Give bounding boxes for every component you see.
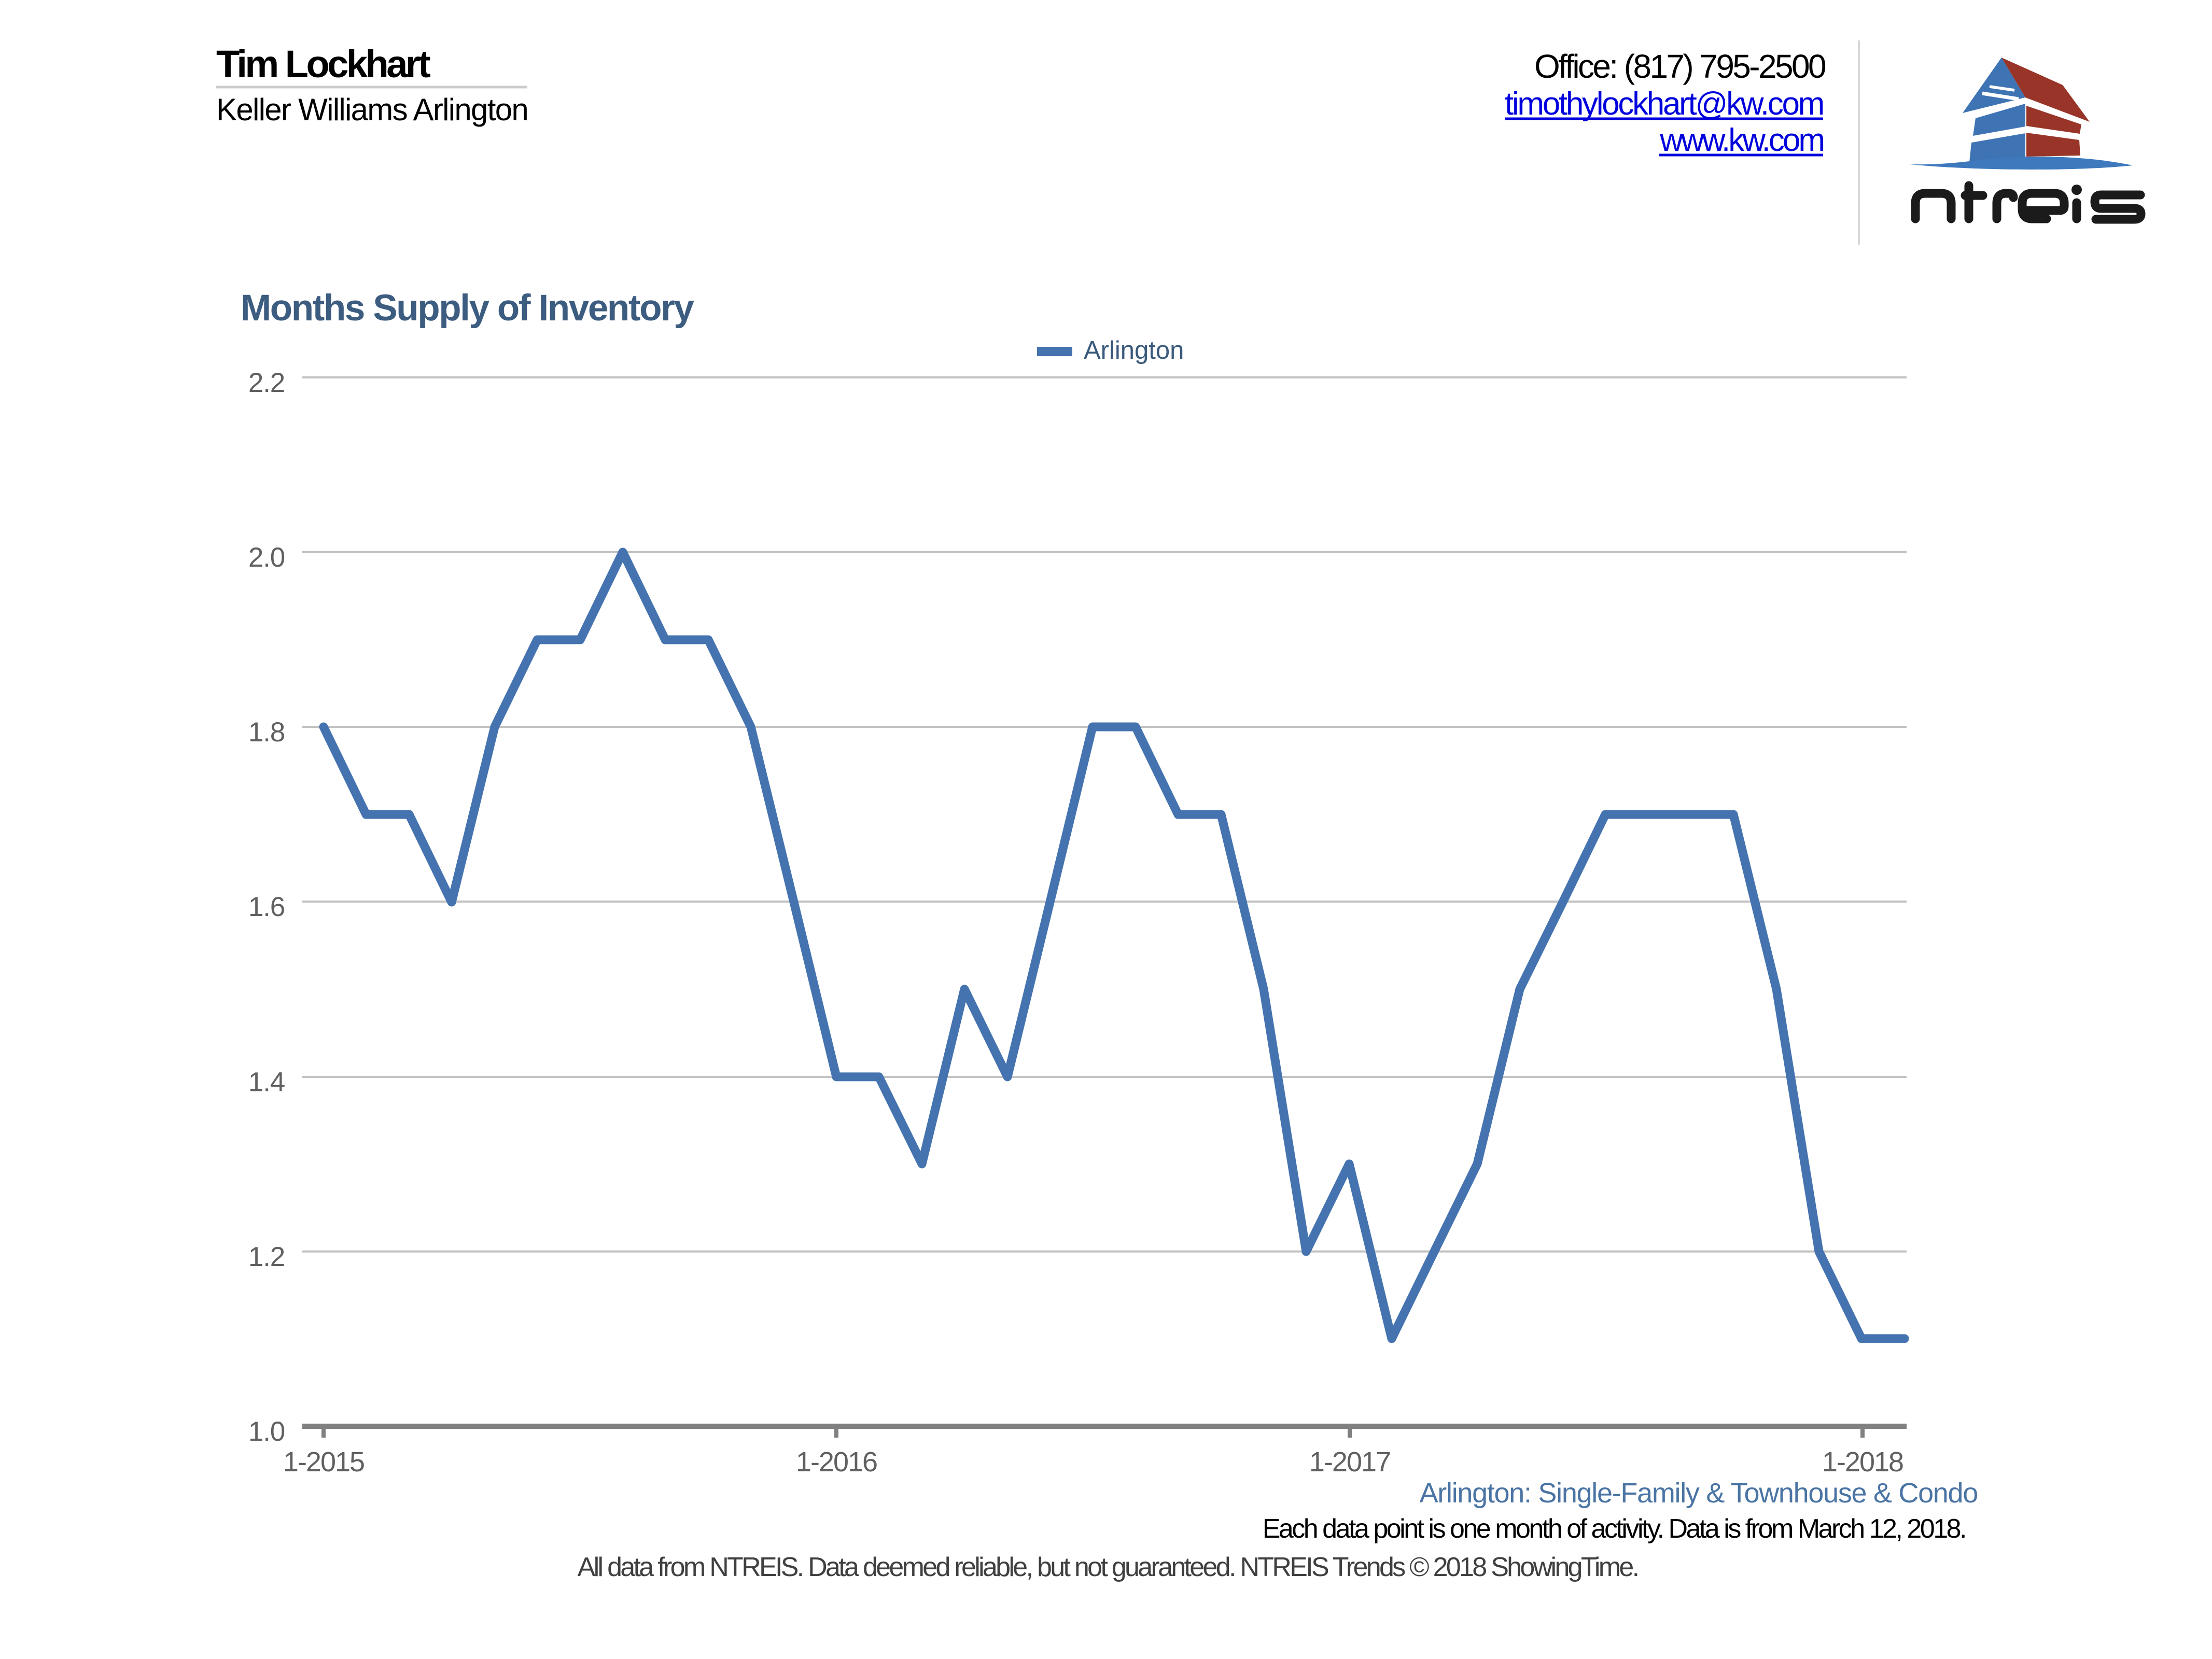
- svg-text:All data from NTREIS. Data dee: All data from NTREIS. Data deemed reliab…: [578, 1552, 1638, 1582]
- svg-text:2.2: 2.2: [248, 368, 285, 398]
- svg-text:www.kw.com: www.kw.com: [1659, 122, 1823, 158]
- svg-text:Arlington: Arlington: [1084, 336, 1184, 364]
- svg-text:Arlington: Single-Family & Tow: Arlington: Single-Family & Townhouse & C…: [1420, 1478, 1978, 1509]
- svg-text:2.0: 2.0: [248, 542, 285, 573]
- svg-text:1.0: 1.0: [248, 1416, 285, 1447]
- svg-text:timothylockhart@kw.com: timothylockhart@kw.com: [1505, 86, 1823, 122]
- svg-text:Each data point is one month o: Each data point is one month of activity…: [1263, 1514, 1965, 1544]
- svg-text:1.2: 1.2: [248, 1242, 285, 1272]
- svg-text:1.6: 1.6: [248, 892, 285, 922]
- svg-text:1-2018: 1-2018: [1822, 1446, 1903, 1478]
- svg-text:Tim Lockhart: Tim Lockhart: [216, 43, 430, 86]
- svg-text:1-2017: 1-2017: [1309, 1446, 1390, 1478]
- svg-text:1.4: 1.4: [248, 1067, 285, 1098]
- svg-text:1.8: 1.8: [248, 717, 285, 748]
- svg-text:1-2016: 1-2016: [796, 1446, 877, 1478]
- svg-text:Keller Williams Arlington: Keller Williams Arlington: [216, 92, 528, 127]
- svg-text:Office: (817) 795-2500: Office: (817) 795-2500: [1534, 48, 1826, 85]
- svg-text:Months Supply of Inventory: Months Supply of Inventory: [241, 288, 694, 329]
- svg-text:1-2015: 1-2015: [283, 1446, 364, 1478]
